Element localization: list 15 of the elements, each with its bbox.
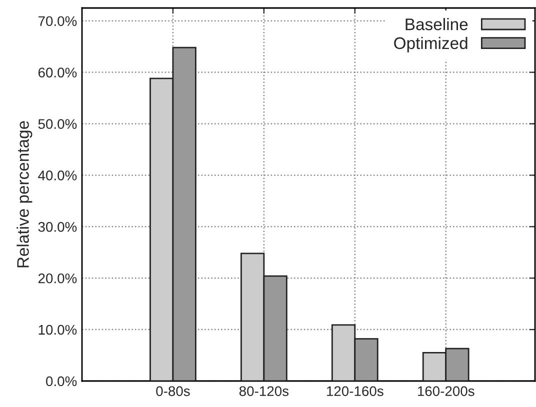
x-tick-label: 160-200s	[418, 386, 474, 396]
y-tick-label: 70.0%	[38, 16, 77, 26]
x-tick-label: 80-120s	[239, 386, 289, 396]
y-tick-label: 50.0%	[38, 119, 77, 129]
y-tick-label: 20.0%	[38, 273, 77, 284]
y-tick-label: 60.0%	[38, 68, 77, 78]
x-tick-label: 120-160s	[326, 386, 384, 396]
x-tick-label: 0-80s	[156, 386, 190, 396]
y-tick-label: 0.0%	[46, 376, 77, 386]
legend-label: Baseline	[406, 18, 468, 30]
legend-label: Optimized	[394, 36, 468, 52]
y-tick-label: 10.0%	[38, 324, 77, 335]
y-tick-label: 30.0%	[38, 222, 77, 232]
y-tick-label: 40.0%	[38, 170, 77, 180]
y-axis-title: Relative percentage	[16, 121, 32, 268]
